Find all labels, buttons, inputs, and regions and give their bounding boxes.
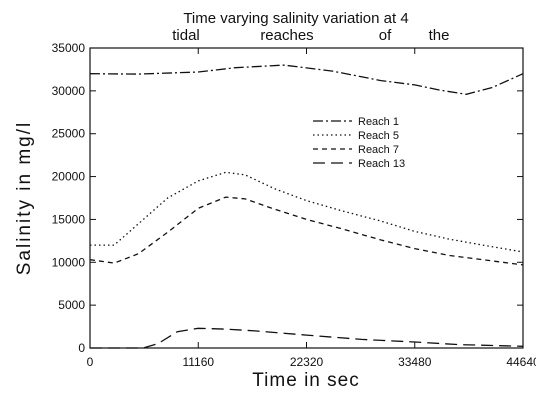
plot-frame [89, 47, 524, 349]
chart-title-word-tidal: tidal [172, 27, 200, 44]
legend: Reach 1 Reach 5 Reach 7 Reach 13 [313, 116, 405, 170]
legend-label: Reach 1 [358, 116, 399, 128]
x-tick-label: 0 [87, 355, 94, 369]
chart-title-word-of: of [379, 27, 392, 44]
y-tick-label: 20000 [52, 170, 86, 184]
series-line-1 [89, 64, 524, 95]
chart-title-line1: Time varying salinity variation at 4 [183, 10, 408, 27]
y-tick-label: 10000 [52, 255, 86, 269]
x-tick-label: 33480 [398, 355, 432, 369]
legend-label: Reach 5 [358, 130, 399, 142]
y-axis-label: Salinity in mg/l [14, 121, 35, 276]
y-tick-label: 15000 [52, 212, 86, 226]
y-tick-label: 5000 [58, 298, 85, 312]
x-tick-label: 22320 [290, 355, 324, 369]
x-tick-label: 11160 [182, 355, 214, 369]
x-axis-label: Time in sec [252, 370, 359, 388]
legend-label: Reach 7 [358, 144, 399, 156]
y-tick-label: 0 [78, 341, 85, 355]
series-lines [89, 64, 524, 349]
series-line-3 [89, 196, 524, 266]
series-line-2 [90, 171, 524, 253]
chart-title-word-the: the [429, 27, 450, 44]
y-axis-ticks: 0 5000 10000 15000 20000 25000 30000 35000 [52, 41, 523, 355]
legend-label: Reach 13 [358, 158, 405, 170]
y-tick-label: 25000 [52, 127, 86, 141]
series-line-4 [90, 327, 524, 349]
y-tick-label: 35000 [52, 41, 86, 55]
y-tick-label: 30000 [52, 84, 86, 98]
chart-title-word-reaches: reaches [260, 27, 313, 44]
